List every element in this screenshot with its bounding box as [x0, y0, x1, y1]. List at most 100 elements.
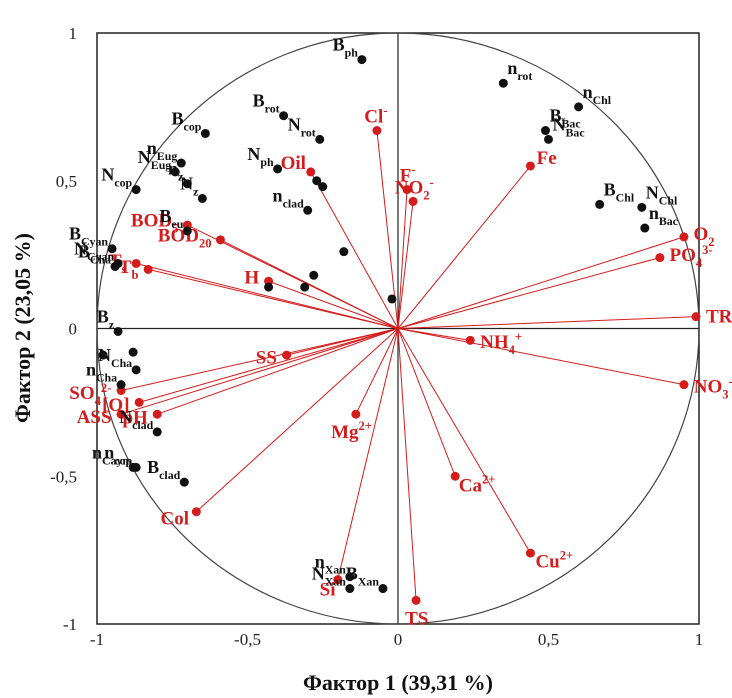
vector-ph-label: pH — [122, 408, 148, 429]
vector-tr-point — [691, 312, 701, 322]
biota-n-eug-point — [170, 167, 180, 177]
biota-b-chl-label: BChl — [604, 179, 635, 204]
y-tick-label: -0,5 — [50, 467, 77, 486]
vector-so42-line — [120, 328, 399, 392]
vector-oil-label: Oil — [281, 153, 306, 174]
vector-no2-line — [397, 201, 414, 329]
y-tick-label: 0 — [69, 320, 78, 339]
vector-mg2-point — [351, 409, 361, 419]
vector-ts-line — [397, 328, 417, 601]
vector-si-line — [337, 328, 399, 580]
biota-b-clad-label: Bclad — [147, 457, 181, 482]
x-tick-label: -1 — [90, 630, 104, 649]
biota-n-ph-point — [273, 164, 283, 174]
vector-h-line — [268, 280, 399, 329]
biota-n-bac-label: nBac — [649, 203, 678, 228]
vector-ca2-line — [397, 328, 456, 477]
x-tick-label: -0,5 — [234, 630, 261, 649]
biota-n-eug-point — [176, 158, 186, 168]
biota-n-z-label: nz — [168, 159, 184, 184]
biota-b-ph-label: Bph — [333, 35, 359, 60]
vector-tr-line — [397, 316, 697, 329]
vector-ph-point — [152, 409, 162, 419]
vector-ts-point — [131, 258, 141, 268]
vector-si-label: Si — [320, 579, 336, 600]
biota-n-rot-label: nrot — [507, 58, 532, 83]
vector-col-label: Col — [160, 509, 189, 530]
vector-no3-line — [397, 328, 685, 386]
vector-cu2-label: Cu2+ — [535, 549, 573, 573]
biota-b-xan-point — [378, 584, 388, 594]
biota-n-xan-point — [345, 572, 355, 582]
biota-n-bac-point — [544, 134, 553, 144]
biota-b-bac-label: BBac — [549, 106, 580, 131]
vector-o-line — [139, 328, 399, 403]
vector-ass-point — [116, 409, 126, 419]
vector-ss-point — [282, 350, 292, 360]
biota-b-cop-label: Bcop — [172, 108, 202, 133]
vector-ts-label: TS — [405, 608, 428, 629]
vector-si-point — [333, 575, 343, 585]
biota-b-z-label: Bz — [97, 306, 115, 331]
vector-o2-point — [679, 232, 689, 242]
vector-ass-label: ASS — [77, 407, 112, 428]
biota-n-chl-label: nChl — [583, 82, 612, 107]
biota-n-bac-point — [640, 223, 650, 233]
biota-unlabeled-point — [264, 282, 274, 292]
vector-bod5-label: BOD5 — [131, 211, 178, 236]
y-tick-label: -1 — [63, 615, 77, 634]
vector-col-point — [191, 507, 201, 517]
vector-cl-label: Cl- — [364, 104, 387, 128]
biota-b-rot-point — [279, 111, 289, 121]
biota-b-eu-point — [182, 226, 192, 236]
biota-n-rot-label: Nrot — [288, 114, 316, 139]
y-tick-label: 0,5 — [56, 172, 77, 191]
x-tick-label: 0,5 — [538, 630, 559, 649]
vector-tr-label: TR — [706, 306, 732, 327]
vector-cu2-line — [397, 328, 531, 554]
biota-b-rot-label: Brot — [253, 91, 280, 116]
biota-n-rot-point — [498, 78, 508, 88]
biota-n-cha-point — [116, 380, 126, 390]
biota-unlabeled-point — [339, 247, 349, 257]
vector-oil-line — [310, 171, 399, 329]
vector-bod20-line — [220, 239, 399, 329]
biota-n-cayn-point — [128, 462, 138, 472]
vector-o-point — [134, 397, 144, 407]
biota-b-xan-label: BXan — [346, 564, 380, 589]
biota-b-cha-label: BCha — [78, 241, 111, 266]
vector-cu2-point — [525, 548, 535, 558]
biota-n-z-label: Nz — [180, 173, 199, 198]
vector-fe-line — [397, 165, 531, 329]
biota-b-ph-point — [357, 55, 367, 65]
vector-nh4-line — [397, 328, 471, 341]
biota-n-cha-label: nCha — [86, 360, 117, 385]
x-axis-title: Фактор 1 (39,31 %) — [303, 670, 493, 695]
biota-b-cyan-point — [107, 244, 117, 254]
vector-po43-point — [655, 253, 665, 263]
biota-n-xan-label: nXan — [315, 552, 347, 577]
biota-unlabeled-point — [128, 347, 138, 357]
biota-n-clad-point — [303, 205, 313, 215]
vector-layer: TRO2PO43-NO3-FeNH4+Ca2+Cu2+TSSiMg2+Cl-F-… — [69, 104, 732, 630]
vector-po43-line — [397, 257, 661, 329]
vector-o2-line — [397, 236, 685, 329]
vector-o2-label: O2 — [693, 224, 714, 249]
biota-n-z-point — [197, 193, 207, 203]
vector-f-point — [402, 185, 412, 195]
biota-b-bac-point — [540, 126, 550, 136]
vector-nh4-label: NH4+ — [480, 330, 522, 357]
biota-n-clad-point — [152, 427, 162, 437]
biota-n-cyan-label: NCyan — [74, 238, 114, 263]
biota-unlabeled-point — [309, 270, 319, 280]
biota-n-xan-label: NXan — [312, 564, 347, 589]
biota-n-eug-label: nEug — [147, 138, 178, 163]
x-tick-label: 0 — [394, 630, 403, 649]
biota-n-cop-label: Ncop — [101, 165, 132, 190]
vector-ph-line — [157, 328, 399, 415]
vector-tb-line — [148, 268, 399, 329]
vector-no3-label: NO3- — [694, 375, 732, 402]
vector-oil-point — [306, 167, 316, 177]
biota-n-eug-label: NEug — [138, 147, 172, 172]
